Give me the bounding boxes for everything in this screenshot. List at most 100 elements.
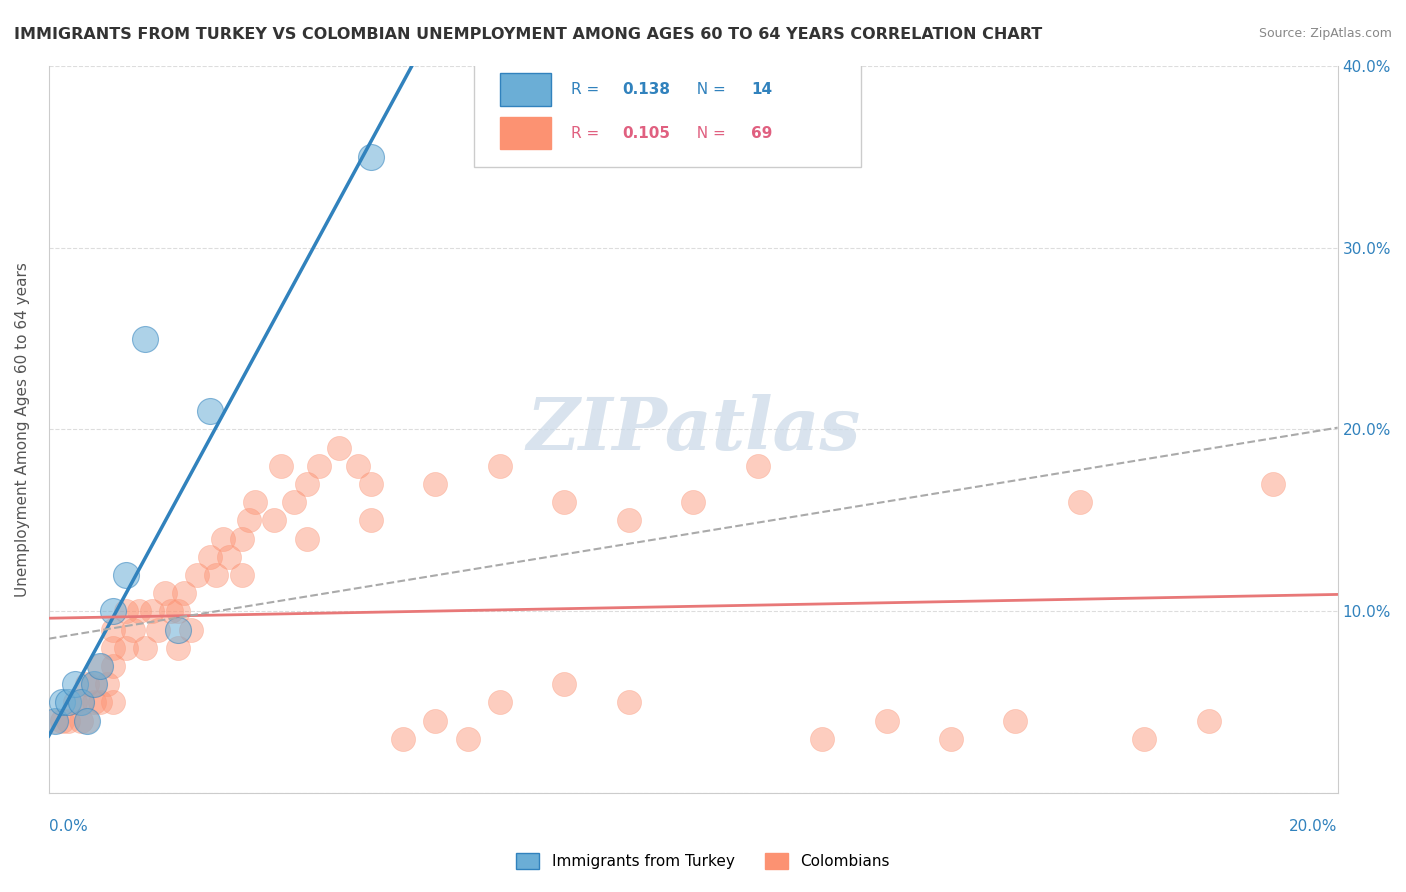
Point — [103, 695, 125, 709]
Text: 0.0%: 0.0% — [49, 819, 87, 834]
Point — [489, 695, 512, 709]
Point — [153, 586, 176, 600]
Point — [328, 441, 350, 455]
Text: N =: N = — [686, 126, 730, 141]
Point — [243, 495, 266, 509]
Point — [1198, 714, 1220, 728]
Point — [89, 659, 111, 673]
Point — [238, 513, 260, 527]
Point — [360, 477, 382, 491]
Point — [141, 604, 163, 618]
Point — [70, 695, 93, 709]
Point — [160, 604, 183, 618]
Point — [425, 714, 447, 728]
Point — [811, 731, 834, 746]
Point — [1263, 477, 1285, 491]
Text: 14: 14 — [751, 82, 772, 97]
Point — [103, 659, 125, 673]
Point — [115, 568, 138, 582]
Text: R =: R = — [571, 82, 603, 97]
Point — [617, 695, 640, 709]
Point — [186, 568, 208, 582]
Point — [44, 714, 66, 728]
Text: ZIPatlas: ZIPatlas — [526, 394, 860, 465]
Point — [44, 714, 66, 728]
Point — [63, 677, 86, 691]
Text: N =: N = — [686, 82, 730, 97]
Text: R =: R = — [571, 126, 603, 141]
Point — [76, 714, 98, 728]
Bar — [501, 73, 551, 105]
Point — [63, 695, 86, 709]
Point — [89, 695, 111, 709]
Point — [166, 640, 188, 655]
Text: 20.0%: 20.0% — [1289, 819, 1337, 834]
Point — [103, 623, 125, 637]
Point — [295, 477, 318, 491]
Point — [295, 532, 318, 546]
Point — [89, 659, 111, 673]
Point — [211, 532, 233, 546]
Point — [392, 731, 415, 746]
Point — [553, 677, 575, 691]
Point — [425, 477, 447, 491]
Point — [76, 677, 98, 691]
FancyBboxPatch shape — [474, 51, 860, 168]
Point — [70, 695, 93, 709]
Bar — [501, 117, 551, 149]
Point — [51, 695, 73, 709]
Point — [83, 695, 105, 709]
Point — [231, 532, 253, 546]
Point — [489, 458, 512, 473]
Point — [218, 549, 240, 564]
Text: 0.105: 0.105 — [623, 126, 671, 141]
Point — [134, 640, 156, 655]
Point — [148, 623, 170, 637]
Point — [56, 695, 79, 709]
Point — [1069, 495, 1091, 509]
Point — [76, 714, 98, 728]
Point — [360, 513, 382, 527]
Point — [270, 458, 292, 473]
Point — [231, 568, 253, 582]
Point — [747, 458, 769, 473]
Point — [121, 623, 143, 637]
Point — [457, 731, 479, 746]
Point — [1133, 731, 1156, 746]
Y-axis label: Unemployment Among Ages 60 to 64 years: Unemployment Among Ages 60 to 64 years — [15, 262, 30, 597]
Text: ZIPatlas: ZIPatlas — [526, 394, 860, 465]
Point — [198, 404, 221, 418]
Text: 0.138: 0.138 — [623, 82, 671, 97]
Point — [360, 150, 382, 164]
Point — [115, 604, 138, 618]
Point — [180, 623, 202, 637]
Point — [103, 604, 125, 618]
Point — [347, 458, 370, 473]
Legend: Immigrants from Turkey, Colombians: Immigrants from Turkey, Colombians — [510, 847, 896, 875]
Point — [83, 677, 105, 691]
Point — [56, 714, 79, 728]
Point — [682, 495, 704, 509]
Point — [617, 513, 640, 527]
Point — [70, 714, 93, 728]
Point — [166, 623, 188, 637]
Point — [103, 640, 125, 655]
Point — [308, 458, 330, 473]
Point — [876, 714, 898, 728]
Point — [115, 640, 138, 655]
Point — [134, 331, 156, 345]
Point — [83, 677, 105, 691]
Point — [96, 677, 118, 691]
Point — [128, 604, 150, 618]
Text: IMMIGRANTS FROM TURKEY VS COLOMBIAN UNEMPLOYMENT AMONG AGES 60 TO 64 YEARS CORRE: IMMIGRANTS FROM TURKEY VS COLOMBIAN UNEM… — [14, 27, 1042, 42]
Text: 69: 69 — [751, 126, 772, 141]
Point — [283, 495, 305, 509]
Text: Source: ZipAtlas.com: Source: ZipAtlas.com — [1258, 27, 1392, 40]
Point — [1004, 714, 1026, 728]
Point — [553, 495, 575, 509]
Point — [939, 731, 962, 746]
Point — [51, 714, 73, 728]
Point — [263, 513, 285, 527]
Point — [173, 586, 195, 600]
Point — [166, 604, 188, 618]
